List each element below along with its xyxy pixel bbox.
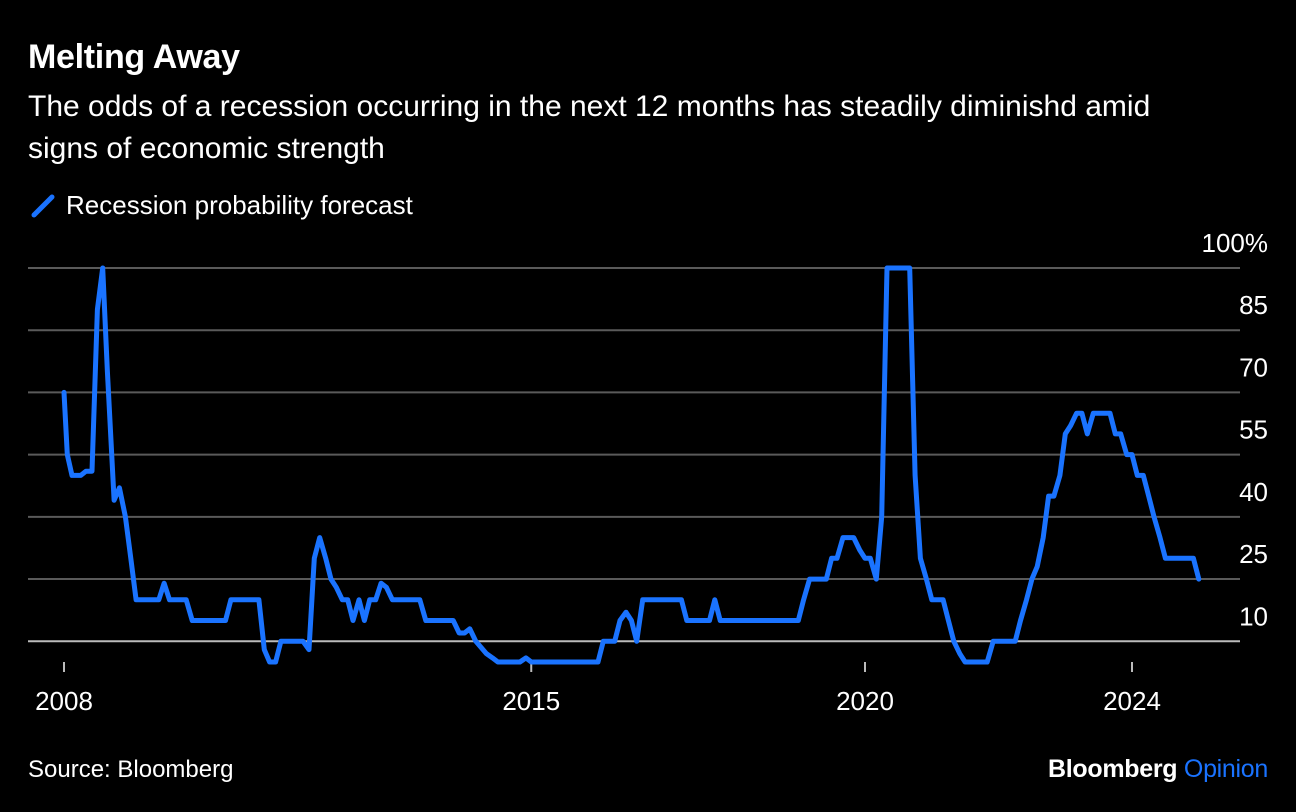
legend: Recession probability forecast — [30, 190, 413, 221]
chart-title: Melting Away — [28, 38, 240, 76]
x-tick-label: 2020 — [836, 686, 894, 716]
source-note: Source: Bloomberg — [28, 756, 234, 783]
series-line — [61, 265, 1202, 665]
legend-line-icon — [31, 194, 55, 217]
chart-subtitle: The odds of a recession occurring in the… — [28, 90, 1151, 165]
legend-label: Recession probability forecast — [66, 190, 413, 220]
y-tick-label: 40 — [1239, 477, 1268, 507]
y-tick-label: 100% — [1202, 228, 1269, 258]
y-tick-label: 55 — [1239, 415, 1268, 445]
x-tick-label: 2008 — [35, 686, 93, 716]
y-tick-label: 85 — [1239, 290, 1268, 320]
x-tick-label: 2015 — [502, 686, 560, 716]
x-tick-label: 2024 — [1103, 686, 1161, 716]
y-tick-label: 10 — [1239, 601, 1268, 631]
brand-name: Bloomberg — [1048, 755, 1178, 783]
y-tick-label: 25 — [1239, 539, 1268, 569]
brand-accent: Opinion — [1183, 755, 1268, 783]
brand-logo: Bloomberg Opinion — [1048, 755, 1268, 784]
y-tick-label: 70 — [1239, 352, 1268, 382]
